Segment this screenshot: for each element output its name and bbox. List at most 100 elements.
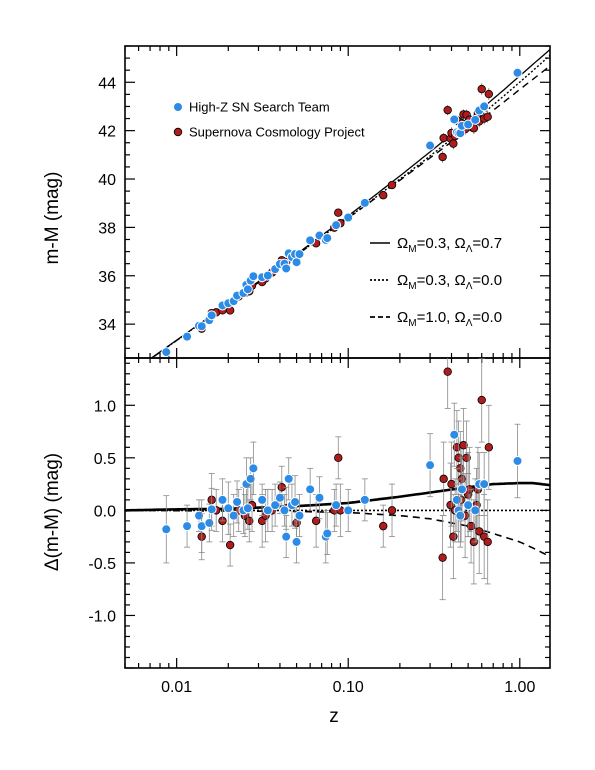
- bottom-plot-frame: [124, 357, 551, 669]
- residual-point: [311, 516, 321, 526]
- residual-point: [204, 517, 215, 528]
- residual-point: [334, 453, 343, 463]
- residual-point: [245, 473, 256, 484]
- distance-point: [463, 119, 474, 130]
- legend: High-Z SN Search Team Supernova Cosmology…: [173, 100, 365, 140]
- residual-point: [232, 496, 243, 507]
- model-key-label-part: Λ: [466, 244, 473, 255]
- model-key: ΩM=0.3, ΩΛ=0.7ΩM=0.3, ΩΛ=0.0ΩM=1.0, ΩΛ=0…: [370, 235, 502, 329]
- distance-point: [484, 89, 494, 99]
- bottom-points: [161, 358, 523, 601]
- x-tick-label: 0.10: [333, 679, 364, 696]
- bottom-y-tick-label: 1.0: [94, 398, 116, 415]
- residual-point: [451, 494, 462, 505]
- distance-point: [443, 105, 452, 115]
- residual-point: [225, 540, 235, 550]
- distance-point: [334, 208, 343, 217]
- distance-point: [387, 180, 397, 190]
- bottom-y-tick-label: 0.5: [94, 451, 116, 468]
- residual-point: [194, 510, 205, 521]
- distance-point: [512, 67, 523, 78]
- distance-point: [196, 321, 207, 332]
- legend-label: High-Z SN Search Team: [189, 100, 330, 115]
- distance-point: [379, 191, 388, 200]
- distance-point: [439, 133, 448, 143]
- residual-point: [257, 494, 268, 505]
- residual-point: [245, 516, 254, 526]
- x-tick-label: 0.01: [161, 679, 192, 696]
- residual-point: [281, 531, 292, 542]
- distance-point: [438, 152, 447, 162]
- bottom-y-axis-label: Δ(m-M) (mag): [42, 453, 63, 571]
- distance-point: [425, 140, 436, 151]
- residual-point: [446, 500, 455, 510]
- distance-point: [291, 257, 302, 268]
- distance-point: [305, 235, 316, 246]
- distance-point: [449, 139, 458, 148]
- distance-point: [242, 284, 253, 295]
- residual-point: [279, 505, 290, 516]
- model-key-label-part: Ω: [397, 309, 408, 326]
- model-key-label: ΩM=0.3, ΩΛ=0.7: [397, 235, 502, 255]
- residual-point: [294, 510, 305, 521]
- legend-label: Supernova Cosmology Project: [189, 125, 365, 140]
- residual-point: [359, 494, 370, 505]
- residual-point: [470, 505, 481, 516]
- residual-point: [322, 528, 333, 539]
- residual-point: [223, 503, 234, 514]
- model-key-label-part: =0.7: [472, 235, 502, 252]
- distance-point: [477, 84, 486, 94]
- residual-point: [438, 553, 447, 562]
- residual-point: [262, 505, 273, 516]
- distance-point: [161, 347, 172, 358]
- residual-point: [425, 460, 436, 471]
- residual-point: [343, 505, 354, 516]
- distance-point: [470, 114, 481, 125]
- distance-point: [294, 249, 305, 260]
- residual-point: [217, 494, 228, 505]
- distance-point: [343, 212, 354, 223]
- residual-point: [242, 503, 253, 514]
- legend-marker: [173, 127, 183, 137]
- bottom-y-tick-label: -1.0: [88, 608, 116, 625]
- residual-point: [439, 474, 448, 484]
- residual-point: [459, 441, 468, 450]
- distance-point: [281, 263, 292, 274]
- residual-point: [456, 484, 467, 495]
- distance-point: [359, 197, 370, 208]
- model-key-label-part: Ω: [397, 272, 408, 289]
- model-key-label-part: =1.0, Ω: [417, 309, 466, 326]
- model-key-label-part: =0.3, Ω: [417, 272, 466, 289]
- residual-point: [291, 536, 302, 547]
- model-key-label-part: =0.0: [472, 272, 502, 289]
- distance-point: [262, 270, 273, 281]
- distance-point: [248, 271, 259, 282]
- residual-point: [228, 510, 239, 521]
- model-key-label-part: Ω: [397, 235, 408, 252]
- top-y-tick-label: 44: [98, 75, 116, 92]
- model-key-label-part: M: [408, 318, 416, 329]
- distance-point: [331, 220, 342, 231]
- residual-point: [484, 443, 494, 452]
- model-key-label: ΩM=0.3, ΩΛ=0.0: [397, 272, 502, 292]
- residual-point: [305, 484, 316, 495]
- residual-point: [443, 367, 452, 376]
- model-key-label-part: M: [408, 244, 416, 255]
- residual-point: [206, 504, 217, 515]
- residual-point: [283, 473, 294, 484]
- distance-point: [206, 310, 217, 321]
- model-key-label: ΩM=1.0, ΩΛ=0.0: [397, 309, 502, 329]
- residual-point: [449, 429, 460, 440]
- residual-point: [290, 496, 301, 507]
- top-y-tick-label: 36: [98, 269, 116, 286]
- distance-point: [479, 101, 490, 112]
- model-key-label-part: Λ: [466, 318, 473, 329]
- legend-marker: [173, 102, 183, 112]
- bottom-y-tick-label: -0.5: [88, 556, 116, 573]
- residual-point: [512, 455, 523, 466]
- model-key-label-part: Λ: [466, 281, 473, 292]
- model-key-label-part: =0.3, Ω: [417, 235, 466, 252]
- residual-point: [379, 521, 388, 531]
- residual-point: [449, 532, 458, 541]
